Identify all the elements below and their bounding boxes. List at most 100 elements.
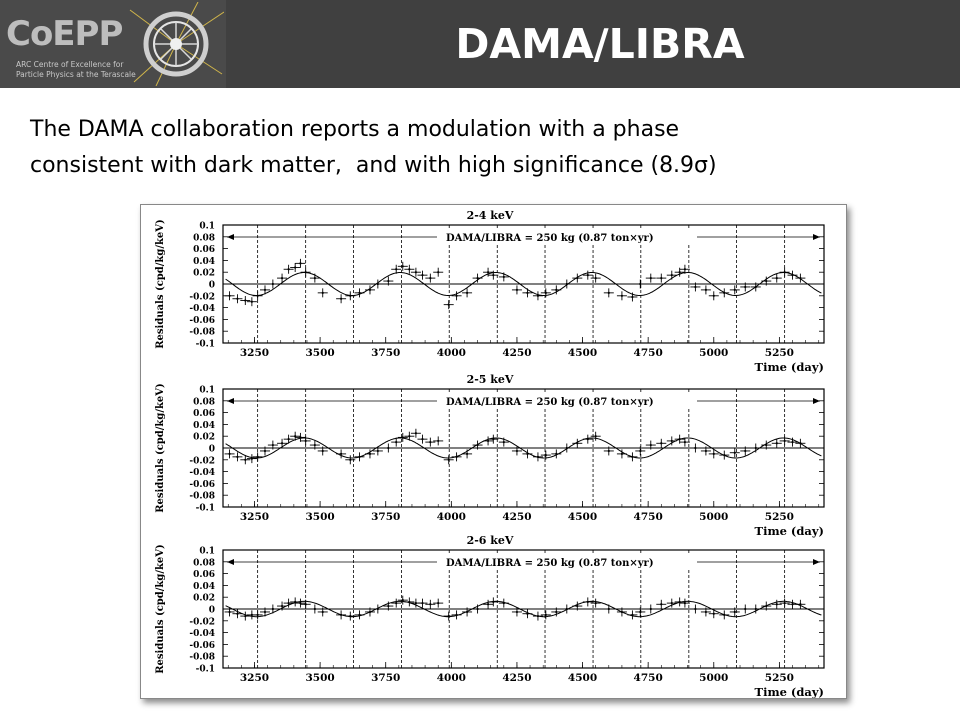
data-point	[271, 607, 274, 611]
data-point	[775, 603, 778, 606]
data-point	[376, 607, 379, 611]
arrow-head-right	[813, 234, 820, 240]
x-tick-label: 4000	[437, 672, 466, 684]
data-point	[447, 303, 450, 306]
data-point	[299, 262, 302, 265]
data-point	[294, 435, 297, 438]
data-point	[502, 602, 505, 605]
data-point	[280, 277, 284, 280]
data-point	[492, 274, 495, 277]
y-tick-label: 0.06	[193, 245, 215, 255]
annotation-text: DAMA/LIBRA = 250 kg (0.87 ton×yr)	[446, 558, 654, 569]
data-point	[376, 282, 379, 286]
panel-0: 2-4 keV DAMA/LIBRA = 250 kg (0.87 ton×yr)…	[155, 209, 825, 374]
x-tick-label: 5250	[765, 511, 794, 523]
data-point	[712, 452, 715, 455]
data-point	[401, 436, 404, 439]
data-point	[429, 277, 432, 280]
x-tick-label: 3250	[240, 347, 269, 359]
x-tick-label: 3500	[305, 511, 334, 523]
x-tick-label: 4750	[634, 347, 663, 359]
x-tick-label: 4750	[634, 511, 663, 523]
data-point	[299, 436, 302, 439]
data-point	[502, 275, 505, 279]
data-point	[447, 458, 450, 461]
data-point	[486, 439, 490, 443]
data-point	[244, 614, 247, 618]
data-point	[765, 604, 768, 608]
x-tick-label: 5000	[699, 672, 728, 684]
data-point	[465, 291, 469, 294]
data-point	[576, 277, 579, 280]
x-axis-label: Time (day)	[755, 360, 824, 374]
x-tick-label: 4500	[568, 672, 597, 684]
y-tick-label: 0	[209, 281, 215, 291]
data-point	[586, 600, 589, 604]
y-tick-label: -0.08	[189, 328, 215, 338]
data-point	[526, 612, 529, 615]
data-point	[565, 282, 568, 286]
data-point	[236, 297, 239, 300]
y-tick-label: -0.02	[189, 292, 215, 302]
x-tick-label: 4000	[437, 347, 466, 359]
data-point	[660, 603, 663, 606]
data-point	[733, 451, 736, 454]
data-point	[358, 455, 361, 458]
data-point	[678, 600, 681, 604]
data-point	[649, 607, 652, 611]
data-point	[492, 600, 495, 604]
data-point	[694, 607, 697, 611]
data-point	[660, 277, 663, 280]
data-point	[421, 602, 424, 605]
y-tick-label: 0.04	[193, 582, 215, 592]
data-point	[294, 600, 297, 604]
y-tick-label: -0.06	[189, 641, 215, 651]
x-tick-label: 5000	[699, 511, 728, 523]
annotation-text: DAMA/LIBRA = 250 kg (0.87 ton×yr)	[446, 397, 654, 408]
data-point	[639, 610, 642, 614]
x-tick-label: 4250	[502, 511, 531, 523]
data-point	[294, 266, 297, 269]
logo-wordmark: CoEPP	[6, 14, 123, 54]
x-tick-label: 4250	[502, 672, 531, 684]
data-point	[414, 271, 417, 274]
data-point	[555, 452, 558, 455]
x-tick-label: 3250	[240, 511, 269, 523]
data-point	[607, 291, 610, 294]
data-point	[791, 441, 794, 444]
data-point	[620, 452, 624, 455]
data-point	[408, 600, 411, 604]
data-point	[263, 288, 267, 291]
data-point	[536, 455, 540, 458]
data-point	[414, 602, 417, 605]
x-axis-label: Time (day)	[755, 524, 824, 538]
y-tick-label: 0.04	[193, 421, 215, 431]
y-tick-label: -0.02	[189, 617, 215, 627]
data-point	[465, 452, 469, 455]
y-tick-label: -0.04	[189, 304, 215, 314]
arrow-head-left	[227, 398, 234, 404]
data-point	[704, 610, 707, 614]
data-point	[594, 277, 597, 280]
data-point	[586, 438, 589, 441]
data-point	[775, 277, 778, 280]
data-point	[594, 602, 597, 605]
data-point	[421, 274, 424, 277]
y-axis-label: Residuals (cpd/kg/keV)	[155, 544, 166, 674]
data-point	[526, 291, 529, 294]
residuals-plots: 2-4 keV DAMA/LIBRA = 250 kg (0.87 ton×yr)…	[155, 209, 825, 698]
y-tick-label: -0.02	[189, 456, 215, 466]
data-point	[313, 443, 316, 447]
data-point	[515, 610, 519, 614]
data-point	[476, 607, 479, 611]
x-tick-label: 3500	[305, 347, 334, 359]
data-point	[799, 442, 802, 445]
data-point	[754, 446, 757, 450]
data-point	[263, 610, 267, 614]
y-tick-label: 0.04	[193, 257, 215, 267]
modulation-figure: 2-4 keV DAMA/LIBRA = 250 kg (0.87 ton×yr)…	[140, 204, 847, 699]
y-tick-label: 0.02	[193, 269, 215, 279]
logo-subtitle-line1: ARC Centre of Excellence for	[16, 60, 124, 69]
modulation-curve	[225, 600, 822, 618]
data-point	[544, 453, 547, 457]
